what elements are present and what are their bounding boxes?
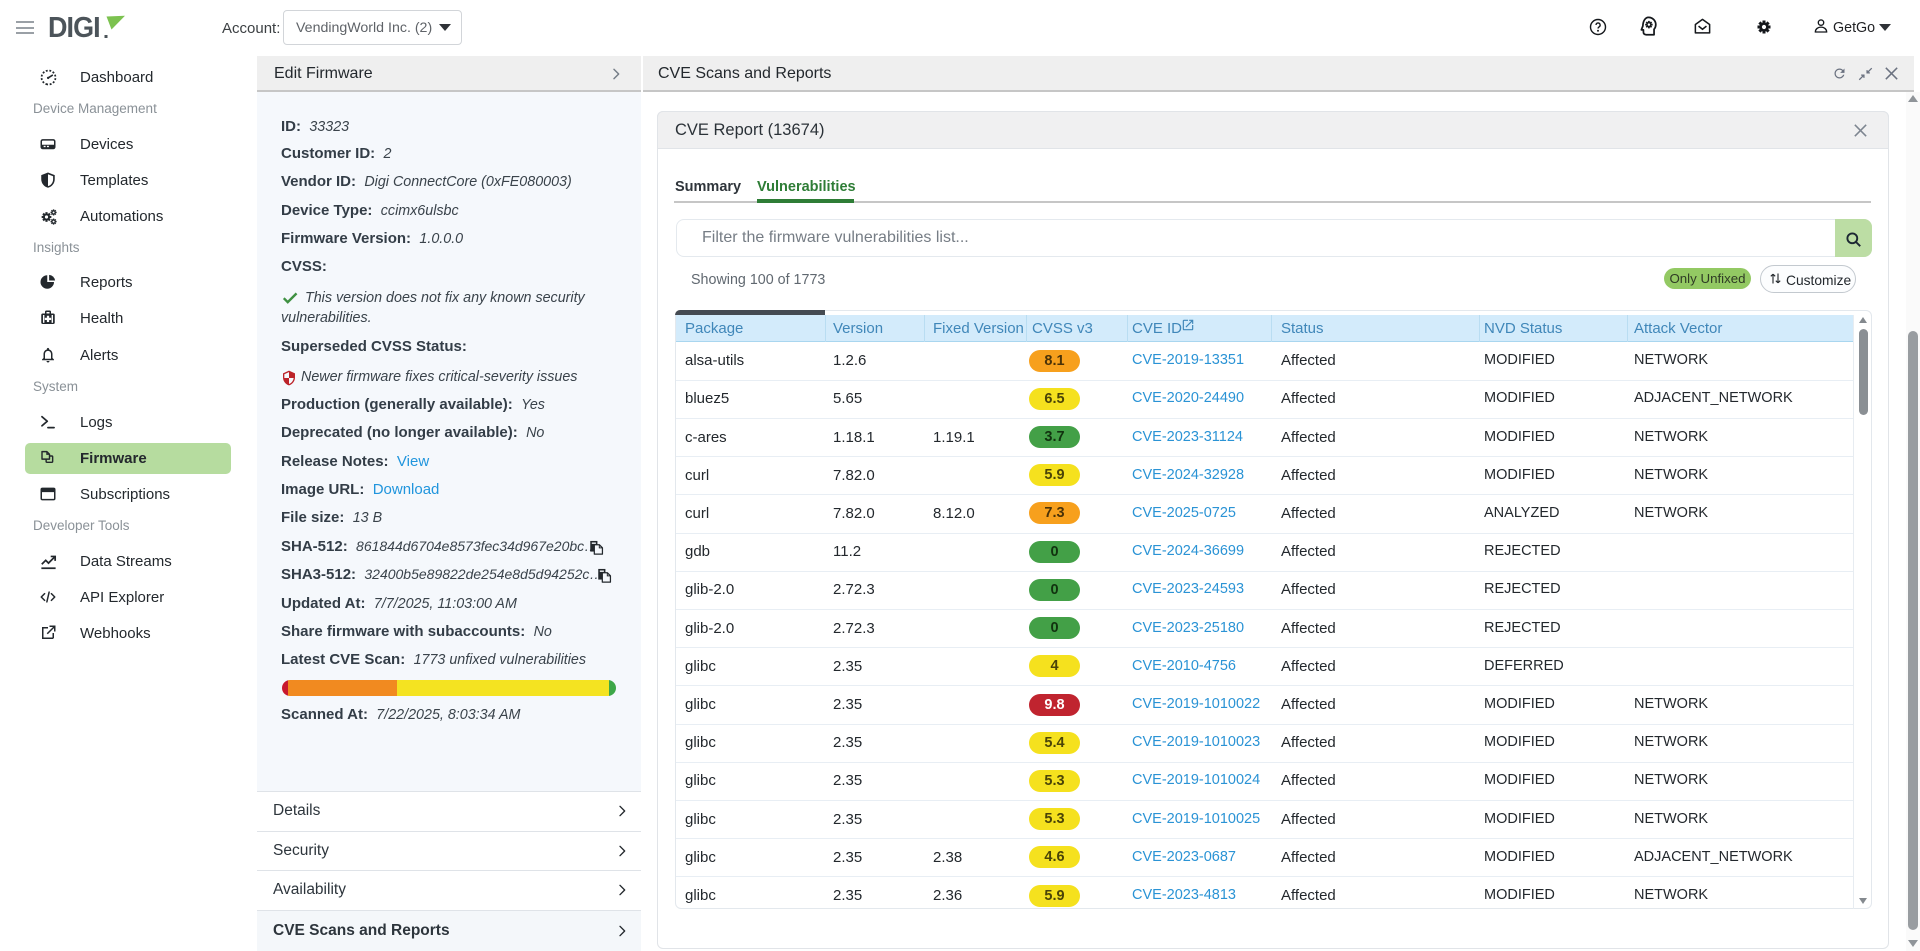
svg-text:DIGI: DIGI — [48, 13, 100, 43]
